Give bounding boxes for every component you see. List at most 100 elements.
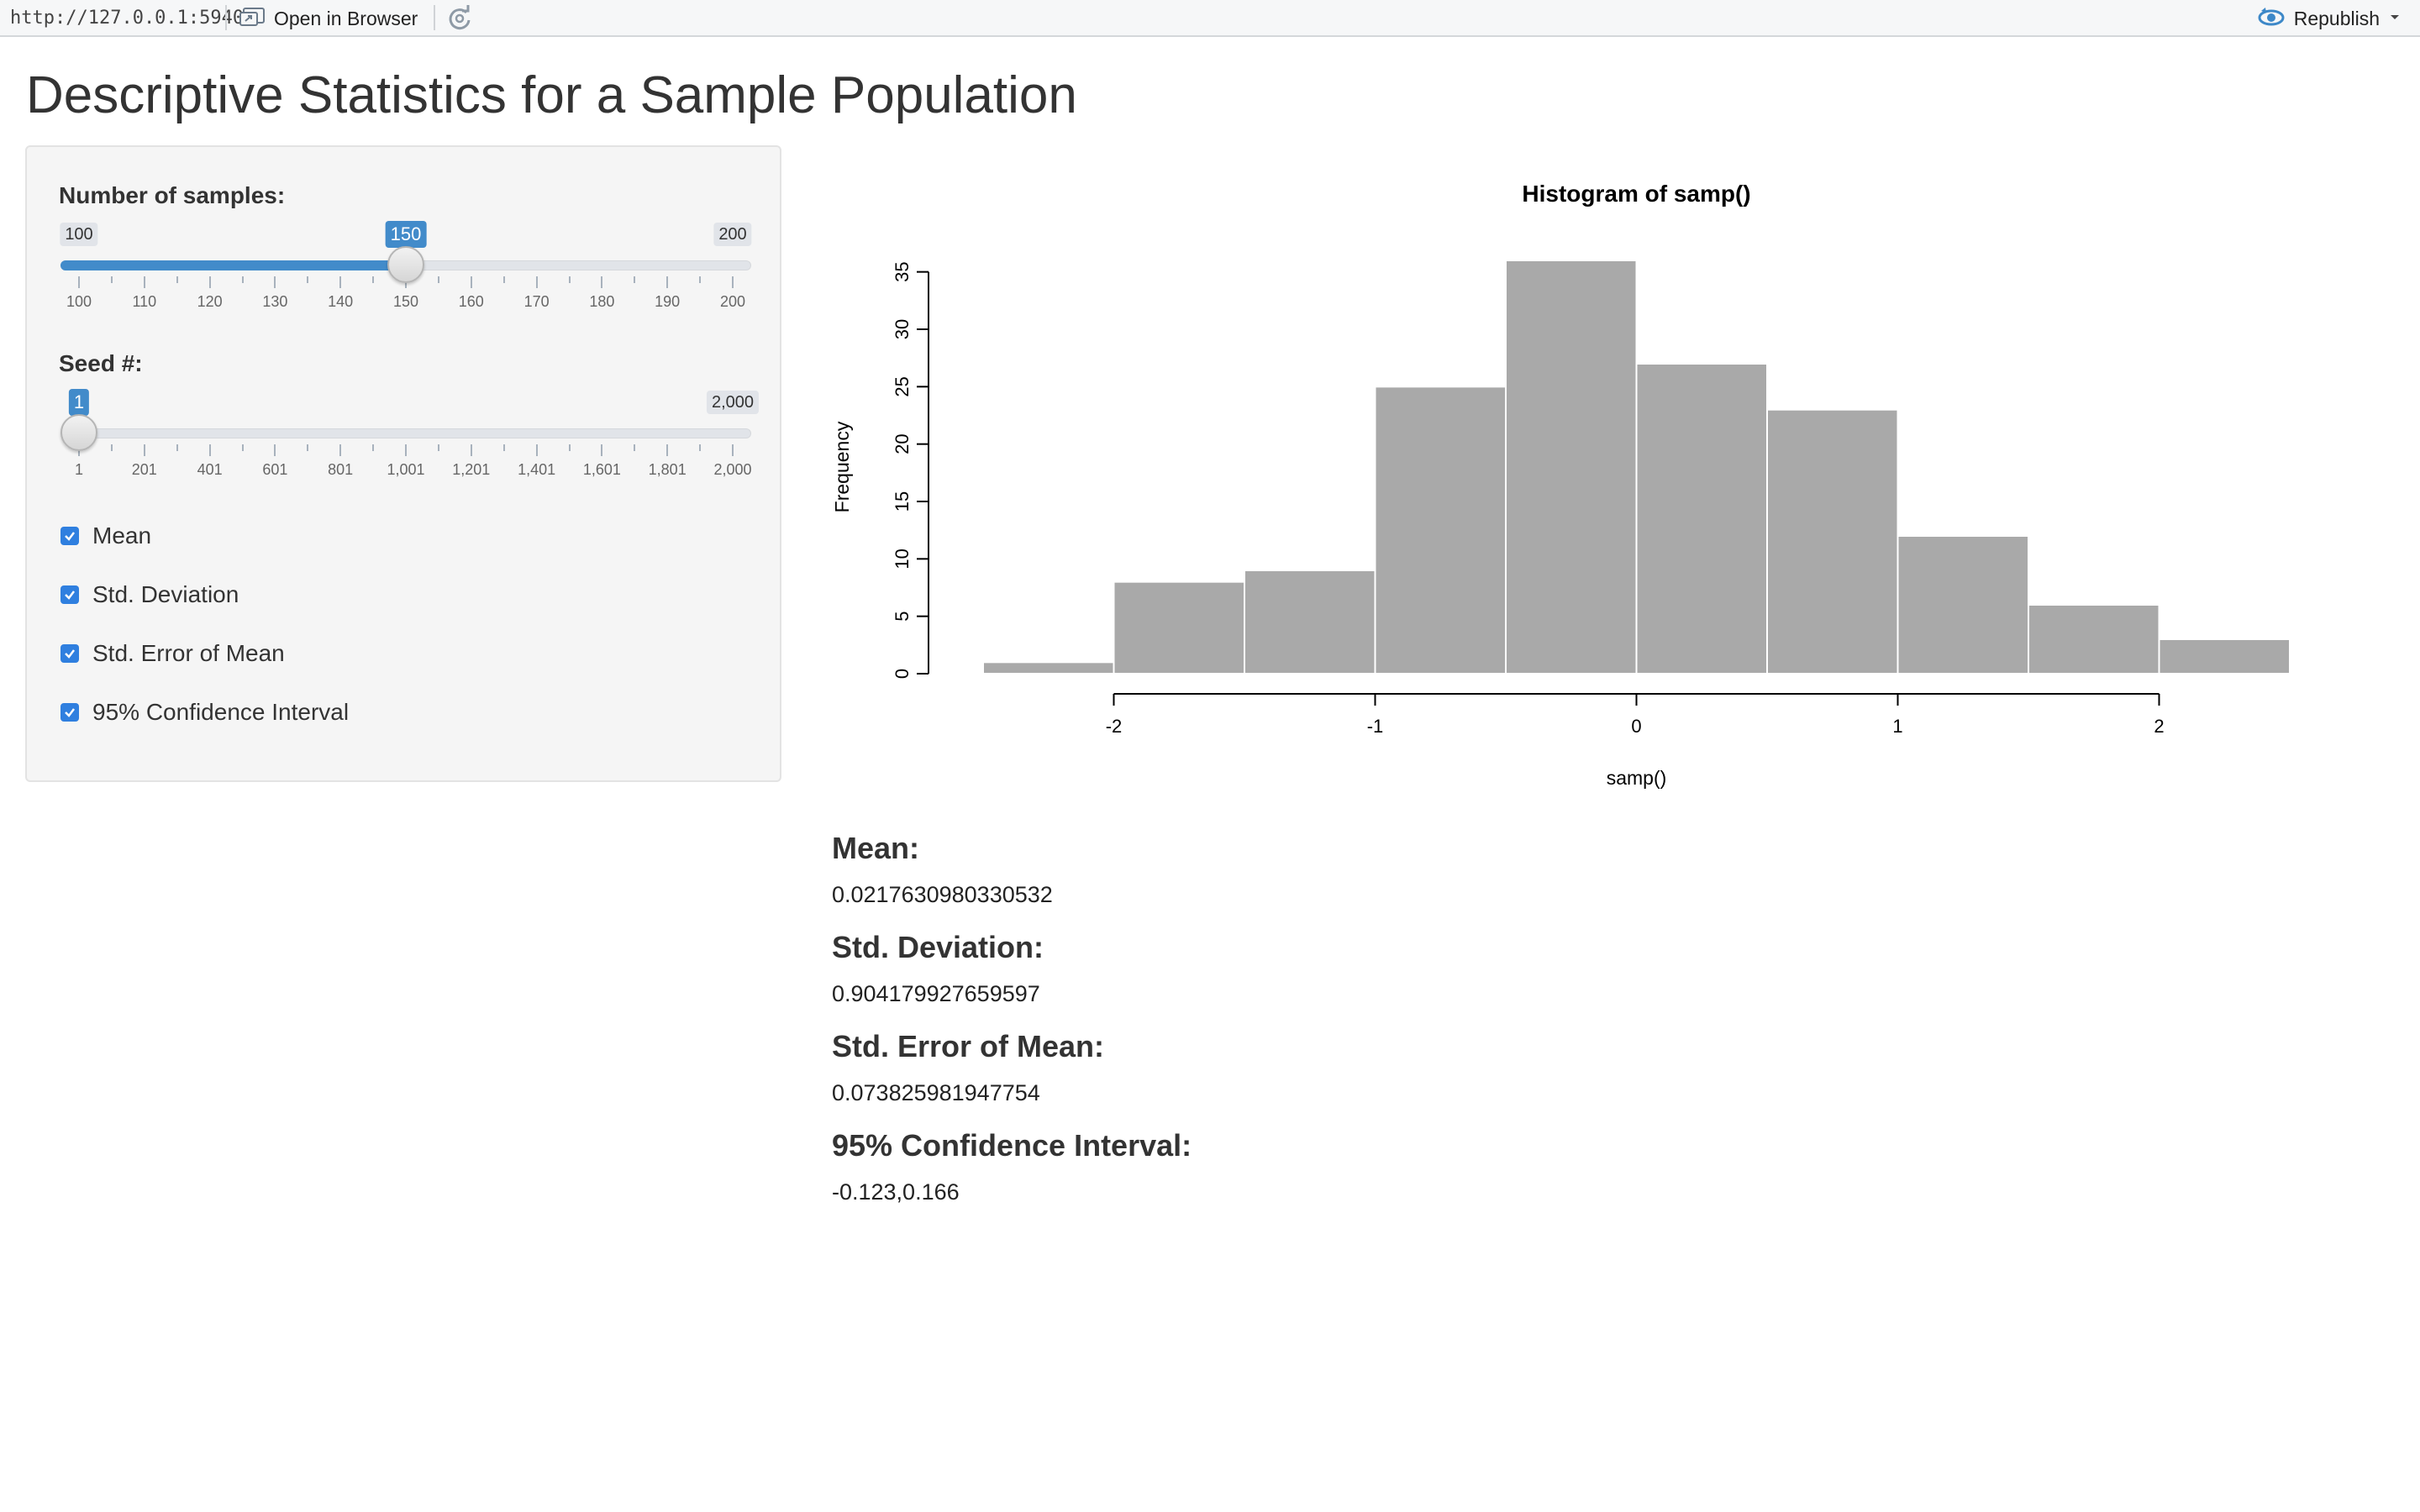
slider-handle[interactable]: [387, 246, 424, 283]
slider-minor-tick: [502, 444, 505, 451]
slider-minor-tick: [241, 444, 244, 451]
y-tick-label: 15: [892, 491, 913, 512]
slider-tick-label: 2,000: [713, 461, 752, 478]
checkmark-icon[interactable]: [60, 644, 79, 663]
slider-major-tick: [274, 444, 276, 456]
confidence-interval-value: -0.123,0.166: [832, 1179, 960, 1205]
slider-tick-label: 401: [197, 461, 223, 478]
toolbar-separator: [225, 5, 227, 30]
checkbox-label: Std. Deviation: [92, 581, 239, 607]
slider-major-tick: [601, 276, 603, 288]
mean-heading: Mean:: [832, 831, 920, 865]
checkmark-icon[interactable]: [60, 703, 79, 722]
slider-major-tick: [470, 444, 472, 456]
slider-major-tick: [274, 276, 276, 288]
slider-tick-label: 601: [262, 461, 288, 478]
slider-tick-label: 180: [589, 293, 615, 310]
checkmark-icon[interactable]: [60, 585, 79, 604]
x-tick-label: 0: [1631, 716, 1641, 737]
checkbox-label: Std. Error of Mean: [92, 640, 285, 666]
chevron-down-icon[interactable]: [2388, 11, 2402, 26]
y-tick-label: 10: [892, 549, 913, 569]
checkbox-std-deviation[interactable]: Std. Deviation: [60, 581, 239, 608]
slider-major-tick: [143, 276, 145, 288]
x-tick-label: -2: [1106, 716, 1123, 737]
std-error-heading: Std. Error of Mean:: [832, 1029, 1105, 1063]
checkbox-confidence-interval[interactable]: 95% Confidence Interval: [60, 699, 349, 726]
refresh-button[interactable]: [445, 4, 474, 33]
app-url: http://127.0.0.1:5940: [10, 8, 245, 29]
slider-value-label: 150: [385, 221, 427, 253]
x-axis-label: samp(): [1607, 767, 1667, 789]
slider-major-tick: [78, 276, 80, 288]
histogram-bar: [2158, 638, 2291, 675]
histogram-bar: [1244, 570, 1376, 675]
checkbox-std-error-of-mean[interactable]: Std. Error of Mean: [60, 640, 285, 667]
republish-button[interactable]: Republish: [2257, 5, 2402, 32]
y-tick-label: 20: [892, 433, 913, 454]
checkmark-icon[interactable]: [60, 527, 79, 545]
slider-track[interactable]: [60, 428, 751, 438]
y-axis-label: Frequency: [831, 421, 853, 512]
slider-tick-label: 1,601: [582, 461, 621, 478]
y-tick-label: 30: [892, 319, 913, 339]
open-in-browser-button[interactable]: Open in Browser: [239, 5, 418, 32]
slider-major-tick: [535, 444, 538, 456]
refresh-icon: [445, 5, 474, 36]
mean-value: 0.0217630980330532: [832, 882, 1053, 907]
slider-minor-tick: [372, 276, 375, 283]
slider-minor-tick: [307, 444, 309, 451]
checkbox-mean[interactable]: Mean: [60, 522, 151, 549]
slider-handle[interactable]: [60, 414, 97, 451]
slider-tick-label: 160: [458, 293, 484, 310]
checkbox-label: Mean: [92, 522, 152, 549]
y-tick-label: 0: [892, 669, 913, 679]
y-tick-label: 25: [892, 376, 913, 396]
page-title: Descriptive Statistics for a Sample Popu…: [26, 66, 1077, 124]
slider-tick-label: 200: [719, 293, 746, 310]
slider-major-tick: [405, 444, 407, 456]
seed-slider[interactable]: 1 2,000 1 12014016018011,0011,2011,4011,…: [60, 389, 760, 508]
slider-major-tick: [208, 276, 211, 288]
viewer-toolbar: http://127.0.0.1:5940 Open in Browser: [0, 0, 2420, 37]
slider-tick-label: 1,801: [648, 461, 687, 478]
slider-minor-tick: [568, 444, 571, 451]
std-error-value: 0.073825981947754: [832, 1080, 1040, 1105]
checkbox-label: 95% Confidence Interval: [92, 699, 350, 725]
std-deviation-value: 0.904179927659597: [832, 981, 1040, 1006]
slider-tick-label: 801: [328, 461, 354, 478]
slider-tick-label: 170: [523, 293, 550, 310]
slider-minor-tick: [110, 276, 113, 283]
stats-output: Mean: 0.0217630980330532 Std. Deviation:…: [832, 827, 2092, 1224]
slider-minor-tick: [110, 444, 113, 451]
confidence-interval-heading: 95% Confidence Interval:: [832, 1128, 1192, 1163]
slider-tick-label: 1: [74, 461, 84, 478]
slider-minor-tick: [176, 276, 178, 283]
x-tick-label: 2: [2154, 716, 2164, 737]
histogram-bar: [2028, 604, 2160, 675]
slider-minor-tick: [372, 444, 375, 451]
open-in-browser-icon: [239, 7, 266, 31]
histogram-bar: [1505, 260, 1638, 675]
slider-minor-tick: [437, 444, 439, 451]
slider-tick-label: 100: [66, 293, 92, 310]
slider-major-tick: [143, 444, 145, 456]
republish-label: Republish: [2293, 7, 2380, 29]
seed-slider-label: Seed #:: [59, 350, 143, 376]
open-in-browser-label: Open in Browser: [274, 7, 418, 29]
slider-tick-label: 120: [197, 293, 223, 310]
slider-minor-tick: [437, 276, 439, 283]
histogram-bar: [1635, 363, 1768, 675]
slider-major-tick: [535, 276, 538, 288]
slider-major-tick: [666, 276, 669, 288]
slider-major-tick: [732, 444, 734, 456]
histogram-chart: Histogram of samp()05101520253035Frequen…: [831, 181, 2291, 789]
samples-slider[interactable]: 100 200 150 100 110 120 130 140 150 160 170 180 1…: [60, 221, 752, 340]
sidebar-panel: Number of samples: 100 200 150 100 110 120…: [25, 145, 781, 782]
slider-minor-tick: [699, 276, 702, 283]
slider-tick-label: 140: [328, 293, 354, 310]
slider-tick-label: 1,201: [452, 461, 491, 478]
slider-minor-tick: [634, 276, 636, 283]
slider-tick-label: 110: [132, 293, 157, 310]
y-tick-label: 35: [892, 261, 913, 281]
